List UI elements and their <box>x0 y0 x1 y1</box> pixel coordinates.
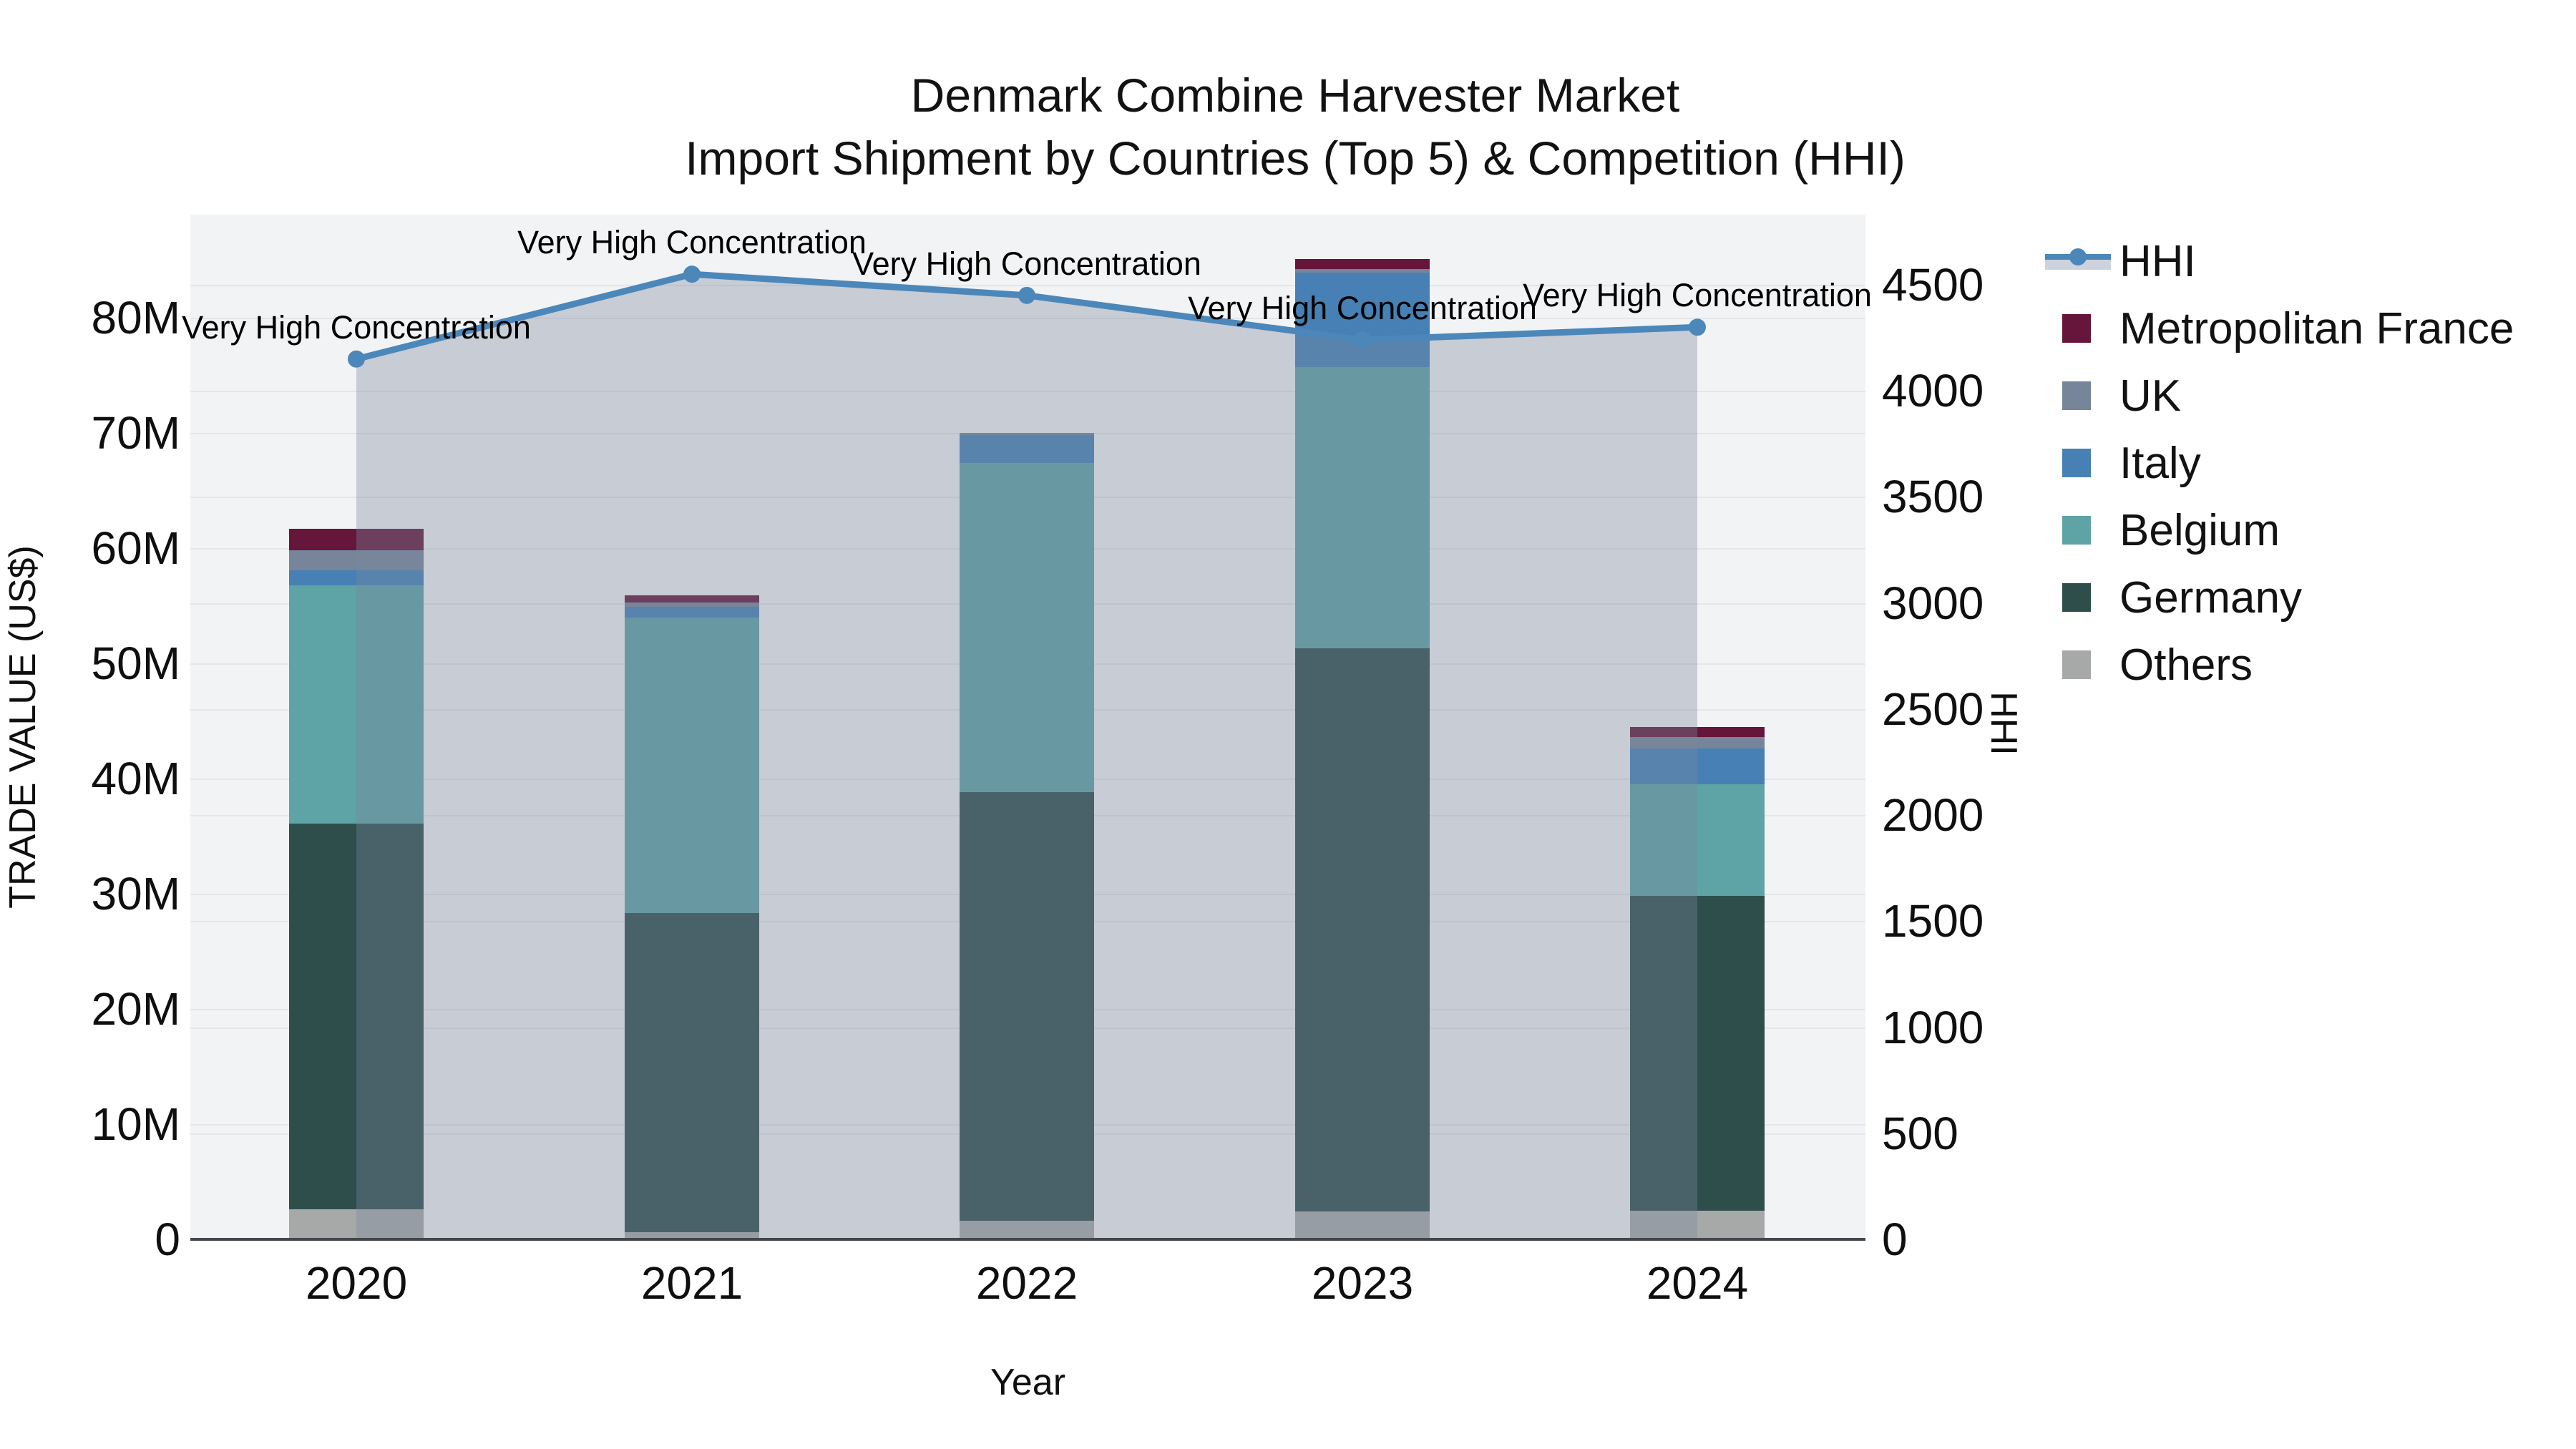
germany-swatch <box>2062 583 2091 612</box>
bar-segment-uk-2021[interactable] <box>625 602 759 608</box>
italy-swatch <box>2062 449 2091 477</box>
y-right-tick-500: 500 <box>1882 1107 1958 1159</box>
y-left-tick-80M: 80M <box>91 292 181 343</box>
x-tick-2020: 2020 <box>305 1257 408 1309</box>
bar-segment-italy-2022[interactable] <box>960 435 1094 463</box>
annotation-2024: Very High Concentration <box>1523 277 1872 314</box>
y-right-tick-4000: 4000 <box>1882 365 1984 417</box>
legend-label: Belgium <box>2119 505 2280 555</box>
bar-segment-italy-2024[interactable] <box>1630 748 1765 785</box>
legend-label: Others <box>2119 640 2253 690</box>
x-tick-2023: 2023 <box>1311 1257 1414 1309</box>
annotation-2020: Very High Concentration <box>182 308 531 346</box>
chart-title-line1: Denmark Combine Harvester Market <box>910 69 1680 122</box>
bar-segment-uk-2023[interactable] <box>1295 269 1430 273</box>
y-left-tick-30M: 30M <box>91 868 181 919</box>
y-axis-title-left: TRADE VALUE (US$) <box>2 545 44 909</box>
annotation-2021: Very High Concentration <box>517 224 867 261</box>
y-right-tick-2500: 2500 <box>1882 683 1984 735</box>
y-right-tick-3500: 3500 <box>1882 471 1984 523</box>
bar-segment-metropolitan-france-2023[interactable] <box>1295 258 1430 270</box>
hhi-line-swatch <box>2045 248 2111 270</box>
y-right-tick-1000: 1000 <box>1882 1001 1984 1053</box>
bar-segment-germany-2023[interactable] <box>1295 648 1430 1212</box>
bar-segment-others-2023[interactable] <box>1295 1211 1430 1239</box>
legend-label: UK <box>2119 371 2182 421</box>
bar-segment-belgium-2023[interactable] <box>1295 367 1430 649</box>
legend-item-metropolitan-france[interactable]: Metropolitan France <box>2045 295 2514 362</box>
bar-segment-others-2020[interactable] <box>289 1209 424 1239</box>
metropolitan-france-swatch <box>2062 314 2091 343</box>
bar-segment-germany-2022[interactable] <box>960 792 1094 1221</box>
bar-segment-uk-2020[interactable] <box>289 550 424 570</box>
chart-title-line2: Import Shipment by Countries (Top 5) & C… <box>685 132 1906 185</box>
others-swatch <box>2062 650 2091 679</box>
legend-item-italy[interactable]: Italy <box>2045 429 2514 497</box>
bar-segment-others-2024[interactable] <box>1630 1210 1765 1239</box>
belgium-swatch <box>2062 516 2091 545</box>
y-right-tick-1500: 1500 <box>1882 895 1984 947</box>
bar-segment-belgium-2022[interactable] <box>960 462 1094 793</box>
bar-segment-uk-2024[interactable] <box>1630 737 1765 749</box>
annotation-2023: Very High Concentration <box>1188 290 1537 327</box>
y-left-tick-10M: 10M <box>91 1098 181 1150</box>
bar-segment-italy-2020[interactable] <box>289 570 424 585</box>
legend-item-uk[interactable]: UK <box>2045 362 2514 429</box>
legend-label: Italy <box>2119 438 2201 488</box>
x-tick-2024: 2024 <box>1646 1257 1749 1309</box>
legend-item-others[interactable]: Others <box>2045 631 2514 698</box>
legend-item-belgium[interactable]: Belgium <box>2045 497 2514 564</box>
bar-segment-belgium-2024[interactable] <box>1630 784 1765 897</box>
bar-segment-belgium-2020[interactable] <box>289 585 424 824</box>
bar-segment-others-2022[interactable] <box>960 1221 1094 1239</box>
bar-segment-germany-2020[interactable] <box>289 823 424 1210</box>
bar-segment-metropolitan-france-2020[interactable] <box>289 528 424 551</box>
y-left-tick-70M: 70M <box>91 407 181 459</box>
legend: HHI Metropolitan France UK Italy Belgium… <box>2045 228 2514 698</box>
y-left-tick-60M: 60M <box>91 522 181 574</box>
bar-segment-metropolitan-france-2024[interactable] <box>1630 726 1765 738</box>
x-tick-2022: 2022 <box>975 1257 1078 1309</box>
bar-segment-germany-2021[interactable] <box>625 913 759 1233</box>
y-left-tick-20M: 20M <box>91 983 181 1035</box>
y-axis-title-right: HHI <box>1983 691 2024 756</box>
legend-label: HHI <box>2119 236 2196 286</box>
uk-swatch <box>2062 381 2091 410</box>
y-left-tick-50M: 50M <box>91 638 181 689</box>
legend-item-hhi[interactable]: HHI <box>2045 228 2514 295</box>
y-left-tick-40M: 40M <box>91 753 181 804</box>
x-axis-line <box>190 1238 1865 1241</box>
bar-segment-belgium-2021[interactable] <box>625 617 759 914</box>
y-right-tick-3000: 3000 <box>1882 577 1984 629</box>
x-axis-title: Year <box>990 1362 1066 1403</box>
y-left-tick-0: 0 <box>155 1214 180 1265</box>
bar-segment-italy-2021[interactable] <box>625 607 759 618</box>
legend-item-germany[interactable]: Germany <box>2045 564 2514 631</box>
annotation-2022: Very High Concentration <box>852 245 1201 282</box>
bar-segment-others-2021[interactable] <box>625 1232 759 1239</box>
y-right-tick-4500: 4500 <box>1882 259 1984 311</box>
x-tick-2021: 2021 <box>640 1257 743 1309</box>
legend-label: Germany <box>2119 572 2302 623</box>
y-right-tick-2000: 2000 <box>1882 789 1984 841</box>
legend-label: Metropolitan France <box>2119 303 2514 353</box>
bar-segment-uk-2022[interactable] <box>960 433 1094 436</box>
bar-segment-metropolitan-france-2021[interactable] <box>625 595 759 602</box>
bar-segment-germany-2024[interactable] <box>1630 896 1765 1211</box>
gridline <box>190 391 1865 393</box>
y-right-tick-0: 0 <box>1882 1214 1908 1265</box>
